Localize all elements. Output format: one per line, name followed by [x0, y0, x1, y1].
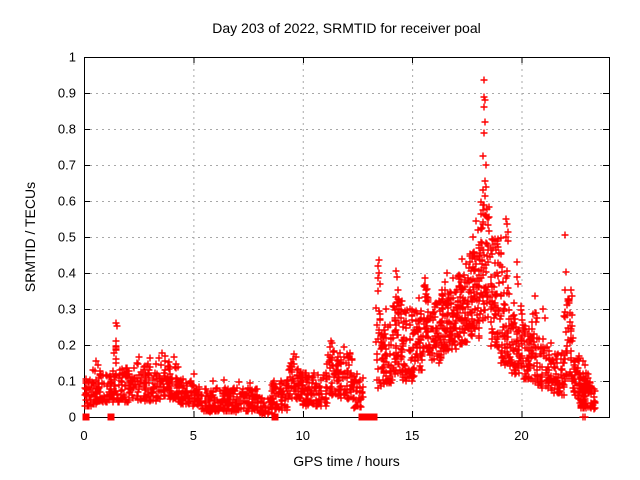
- svg-text:0.4: 0.4: [58, 266, 76, 281]
- svg-text:0.1: 0.1: [58, 374, 76, 389]
- svg-text:0.8: 0.8: [58, 122, 76, 137]
- y-tick-labels: 0 0.1 0.2 0.3 0.4 0.5 0.6 0.7 0.8 0.9 1: [58, 50, 76, 425]
- svg-text:0: 0: [80, 428, 87, 443]
- svg-text:0.9: 0.9: [58, 86, 76, 101]
- scatter-points: [81, 76, 599, 418]
- x-axis-label: GPS time / hours: [293, 453, 400, 469]
- svg-text:0.5: 0.5: [58, 230, 76, 245]
- svg-text:5: 5: [190, 428, 197, 443]
- chart-title: Day 203 of 2022, SRMTID for receiver poa…: [212, 20, 481, 36]
- svg-text:15: 15: [405, 428, 419, 443]
- zero-value-plus-markers: [579, 413, 589, 421]
- x-tick-labels: 0 5 10 15 20: [80, 428, 528, 443]
- svg-text:0.6: 0.6: [58, 194, 76, 209]
- plot-border: [84, 57, 610, 418]
- svg-text:20: 20: [514, 428, 528, 443]
- svg-text:0: 0: [69, 410, 76, 425]
- svg-text:0.2: 0.2: [58, 338, 76, 353]
- svg-text:1: 1: [69, 50, 76, 65]
- zero-value-square-markers: [82, 413, 378, 421]
- svg-text:0.3: 0.3: [58, 302, 76, 317]
- svg-text:0.7: 0.7: [58, 158, 76, 173]
- svg-text:10: 10: [296, 428, 310, 443]
